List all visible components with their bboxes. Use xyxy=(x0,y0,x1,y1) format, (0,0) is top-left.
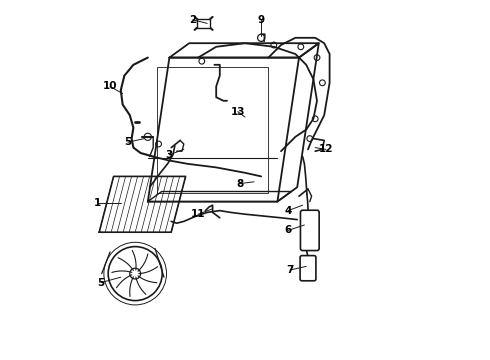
Bar xyxy=(197,19,210,28)
Text: 5: 5 xyxy=(98,278,105,288)
Text: 11: 11 xyxy=(191,209,205,219)
Text: 8: 8 xyxy=(236,179,243,189)
Text: 3: 3 xyxy=(166,150,173,160)
Text: 5: 5 xyxy=(124,137,132,147)
Text: 7: 7 xyxy=(286,265,294,275)
Text: 10: 10 xyxy=(103,81,117,91)
Text: 1: 1 xyxy=(94,198,101,208)
FancyBboxPatch shape xyxy=(300,210,319,251)
Text: 9: 9 xyxy=(258,15,265,25)
FancyBboxPatch shape xyxy=(300,256,316,281)
Text: 13: 13 xyxy=(231,107,245,117)
Text: 12: 12 xyxy=(319,144,333,154)
Text: 2: 2 xyxy=(189,15,196,25)
Text: 6: 6 xyxy=(285,225,292,235)
Text: 4: 4 xyxy=(285,206,292,216)
